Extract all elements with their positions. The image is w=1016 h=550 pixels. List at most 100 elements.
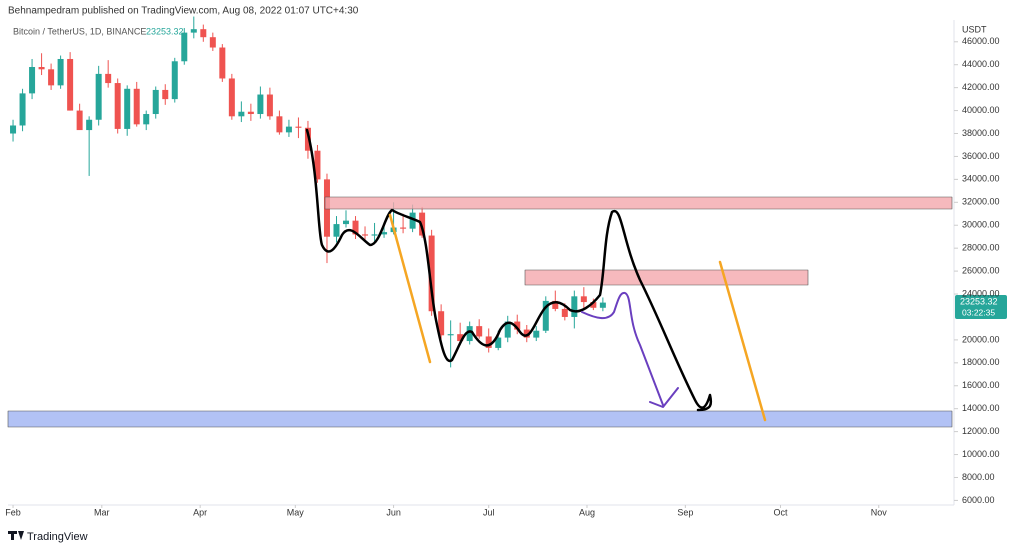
candle-body [238,111,245,117]
countdown: 03:22:35 [962,307,995,317]
candle-body [352,220,359,235]
candle-body [10,125,17,134]
y-tick-label: 38000.00 [962,128,1000,138]
candle-body [257,94,264,115]
candle-body [438,311,445,336]
y-tick-label: 28000.00 [962,243,1000,253]
candle-body [580,296,587,303]
projection-path [305,128,713,412]
candle-body [190,29,197,33]
candle-body [105,73,112,84]
candle-body [181,32,188,62]
candle-body [571,296,578,317]
x-tick-label: May [287,507,305,517]
resistance-zone [324,196,953,210]
candle-body [86,119,93,131]
projection-arrow [581,291,679,408]
candle-body [552,300,559,309]
candle-body [143,114,150,125]
y-tick-label: 18000.00 [962,357,1000,367]
y-tick-label: 40000.00 [962,105,1000,115]
candle-body [19,93,26,126]
candle-body [114,83,121,129]
candle-body [219,47,226,79]
y-tick-label: 12000.00 [962,426,1000,436]
y-tick-label: 34000.00 [962,174,1000,184]
candle-body [38,67,45,70]
currency: USDT [962,24,987,34]
y-tick-label: 10000.00 [962,449,1000,459]
drawings [7,128,953,428]
candle-body [152,89,159,115]
candle-body [171,61,178,100]
candle-body [476,326,483,337]
candle-body [514,321,521,330]
candle-body [457,334,464,342]
candle-body [504,321,511,338]
y-tick-label: 32000.00 [962,197,1000,207]
y-tick-label: 8000.00 [962,472,995,482]
candle-body [428,235,435,312]
candle-body [295,126,302,128]
price-tag [955,295,1007,319]
x-tick-label: Feb [5,507,21,517]
candle-body [67,58,74,111]
candle-body [466,326,473,342]
candle-body [381,232,388,235]
candle-body [533,330,540,338]
candle-body [200,29,207,38]
y-tick-label: 6000.00 [962,495,995,505]
y-tick-label: 24000.00 [962,288,1000,298]
candle-body [247,111,254,115]
candle-body [133,88,140,125]
y-tick-label: 26000.00 [962,265,1000,275]
brand-logo [8,531,24,540]
symbol: Bitcoin / TetherUS, 1D, BINANCE [13,26,146,36]
trend-line [718,260,767,422]
y-tick-label: 30000.00 [962,220,1000,230]
candle-body [495,337,502,348]
publisher-line: Behnampedram published on TradingView.co… [8,6,359,17]
y-tick-label: 20000.00 [962,334,1000,344]
candle-body [447,334,454,336]
candle-body [409,212,416,229]
candle-body [362,234,369,236]
candle-body [124,88,131,129]
y-tick-label: 42000.00 [962,82,1000,92]
x-tick-label: Jun [386,507,401,517]
candle-body [371,234,378,236]
candle-body [276,116,283,133]
candle-body [590,302,597,308]
candle-body [400,227,407,229]
candle-body [314,150,321,180]
candle-body [285,126,292,133]
candle-body [343,220,350,225]
candle-body [162,89,169,100]
candle-body [485,336,492,348]
trend-line [388,213,432,364]
candle-body [266,94,273,117]
candle-body [228,78,235,117]
x-tick-label: Sep [677,507,693,517]
candle-body [209,37,216,48]
resistance-zone [524,269,809,286]
candle-body [523,329,530,338]
candle-body [542,300,549,331]
x-tick-label: Mar [94,507,110,517]
y-tick-label: 36000.00 [962,151,1000,161]
x-tick-label: Apr [193,507,207,517]
candle-body [48,69,55,86]
x-tick-label: Oct [773,507,788,517]
candle-body [599,302,606,308]
candle-body [57,58,64,86]
brand: TradingView [27,531,88,543]
plot [10,16,606,368]
x-tick-label: Jul [483,507,495,517]
candle-body [333,224,340,237]
x-tick-label: Aug [579,507,595,517]
y-tick-label: 14000.00 [962,403,1000,413]
candle-body [76,110,83,131]
candle-body [561,308,568,317]
